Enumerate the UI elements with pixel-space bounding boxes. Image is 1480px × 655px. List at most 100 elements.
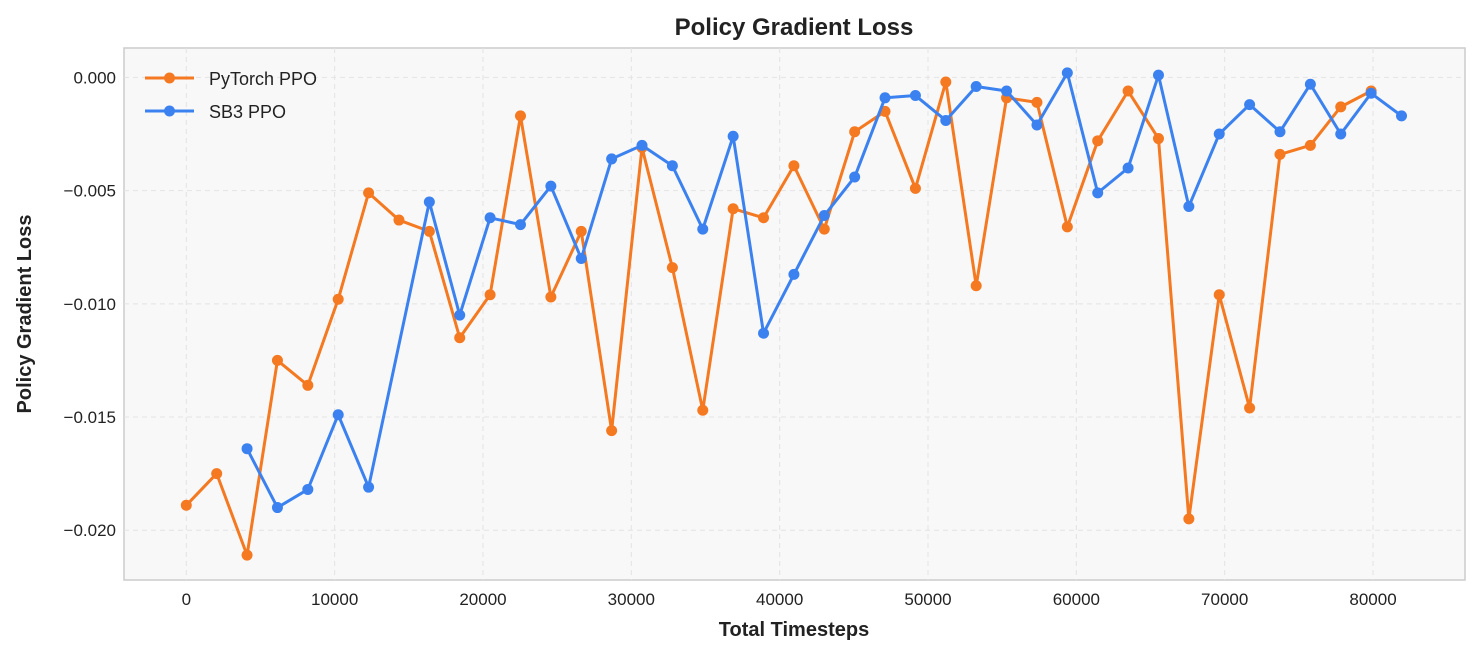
data-point bbox=[1213, 128, 1225, 140]
data-point bbox=[180, 499, 192, 511]
data-point bbox=[1122, 85, 1134, 97]
series-1 bbox=[180, 76, 1377, 561]
tick-labels: 0 10000 20000 30000 40000 50000 60000 70000 8000… bbox=[64, 68, 1397, 609]
data-point bbox=[484, 212, 496, 224]
data-point bbox=[271, 354, 283, 366]
data-point bbox=[271, 502, 283, 514]
data-point bbox=[727, 130, 739, 142]
data-point bbox=[545, 291, 557, 303]
data-point bbox=[727, 203, 739, 215]
x-tick-label: 70000 bbox=[1201, 590, 1248, 609]
data-point bbox=[241, 443, 253, 455]
data-point bbox=[514, 110, 526, 122]
y-tick-label: −0.010 bbox=[64, 295, 116, 314]
data-point bbox=[970, 280, 982, 292]
data-point bbox=[697, 404, 709, 416]
data-point bbox=[758, 212, 770, 224]
data-point bbox=[849, 126, 861, 138]
data-point bbox=[666, 160, 678, 172]
data-point bbox=[1031, 119, 1043, 131]
data-point bbox=[575, 253, 587, 265]
series-line bbox=[245, 71, 1403, 510]
data-point bbox=[818, 223, 830, 235]
data-point bbox=[484, 289, 496, 301]
data-point bbox=[332, 409, 344, 421]
data-point bbox=[1183, 200, 1195, 212]
data-point bbox=[697, 223, 709, 235]
legend-marker bbox=[164, 105, 175, 117]
data-point bbox=[302, 483, 314, 495]
x-tick-label: 0 bbox=[182, 590, 191, 609]
data-point bbox=[940, 114, 952, 126]
data-point bbox=[758, 327, 770, 339]
data-point bbox=[241, 549, 253, 561]
series-layer bbox=[180, 67, 1408, 561]
y-tick-label: 0.000 bbox=[73, 68, 116, 87]
data-point bbox=[514, 219, 526, 231]
data-point bbox=[1092, 187, 1104, 199]
x-tick-label: 20000 bbox=[459, 590, 506, 609]
data-point bbox=[1365, 87, 1377, 99]
legend-marker bbox=[164, 72, 175, 84]
data-point bbox=[1335, 128, 1347, 140]
y-tick-label: −0.005 bbox=[64, 182, 116, 201]
data-point bbox=[1304, 139, 1316, 151]
data-point bbox=[1396, 110, 1408, 122]
data-point bbox=[849, 171, 861, 183]
data-point bbox=[393, 214, 405, 226]
data-point bbox=[606, 425, 618, 437]
data-point bbox=[423, 196, 435, 208]
data-point bbox=[545, 180, 557, 192]
data-point bbox=[636, 139, 648, 151]
y-tick-label: −0.015 bbox=[64, 408, 116, 427]
legend-item: PyTorch PPO bbox=[145, 69, 317, 89]
data-point bbox=[940, 76, 952, 88]
data-point bbox=[1274, 126, 1286, 138]
x-tick-label: 30000 bbox=[608, 590, 655, 609]
data-point bbox=[363, 187, 375, 199]
data-point bbox=[1122, 162, 1134, 174]
series-2 bbox=[241, 67, 1408, 514]
x-tick-label: 80000 bbox=[1349, 590, 1396, 609]
data-point bbox=[454, 309, 466, 321]
data-point bbox=[1152, 69, 1164, 81]
data-point bbox=[211, 468, 223, 480]
data-point bbox=[1092, 135, 1104, 147]
data-point bbox=[1152, 133, 1164, 145]
chart-title: Policy Gradient Loss bbox=[675, 14, 914, 41]
x-tick-label: 10000 bbox=[311, 590, 358, 609]
data-point bbox=[423, 225, 435, 237]
data-point bbox=[1213, 289, 1225, 301]
data-point bbox=[788, 160, 800, 172]
data-point bbox=[818, 210, 830, 222]
grid bbox=[124, 48, 1465, 580]
legend-item: SB3 PPO bbox=[145, 102, 286, 122]
legend: PyTorch PPO SB3 PPO bbox=[145, 69, 317, 122]
data-point bbox=[879, 92, 891, 104]
x-tick-label: 40000 bbox=[756, 590, 803, 609]
data-point bbox=[1335, 101, 1347, 113]
data-point bbox=[1061, 221, 1073, 233]
data-point bbox=[1274, 148, 1286, 160]
data-point bbox=[575, 225, 587, 237]
data-point bbox=[1244, 402, 1256, 414]
data-point bbox=[1244, 99, 1256, 111]
y-tick-label: −0.020 bbox=[64, 521, 116, 540]
data-point bbox=[302, 379, 314, 391]
y-axis-label: Policy Gradient Loss bbox=[14, 215, 36, 414]
data-point bbox=[909, 90, 921, 102]
data-point bbox=[788, 268, 800, 280]
plot-background bbox=[123, 47, 1466, 581]
data-point bbox=[1001, 85, 1013, 97]
data-point bbox=[332, 293, 344, 305]
x-axis-label: Total Timesteps bbox=[719, 619, 869, 641]
data-point bbox=[1031, 96, 1043, 108]
data-point bbox=[454, 332, 466, 344]
x-tick-label: 50000 bbox=[904, 590, 951, 609]
data-point bbox=[1183, 513, 1195, 525]
data-point bbox=[1061, 67, 1073, 79]
x-tick-label: 60000 bbox=[1053, 590, 1100, 609]
data-point bbox=[1304, 78, 1316, 90]
